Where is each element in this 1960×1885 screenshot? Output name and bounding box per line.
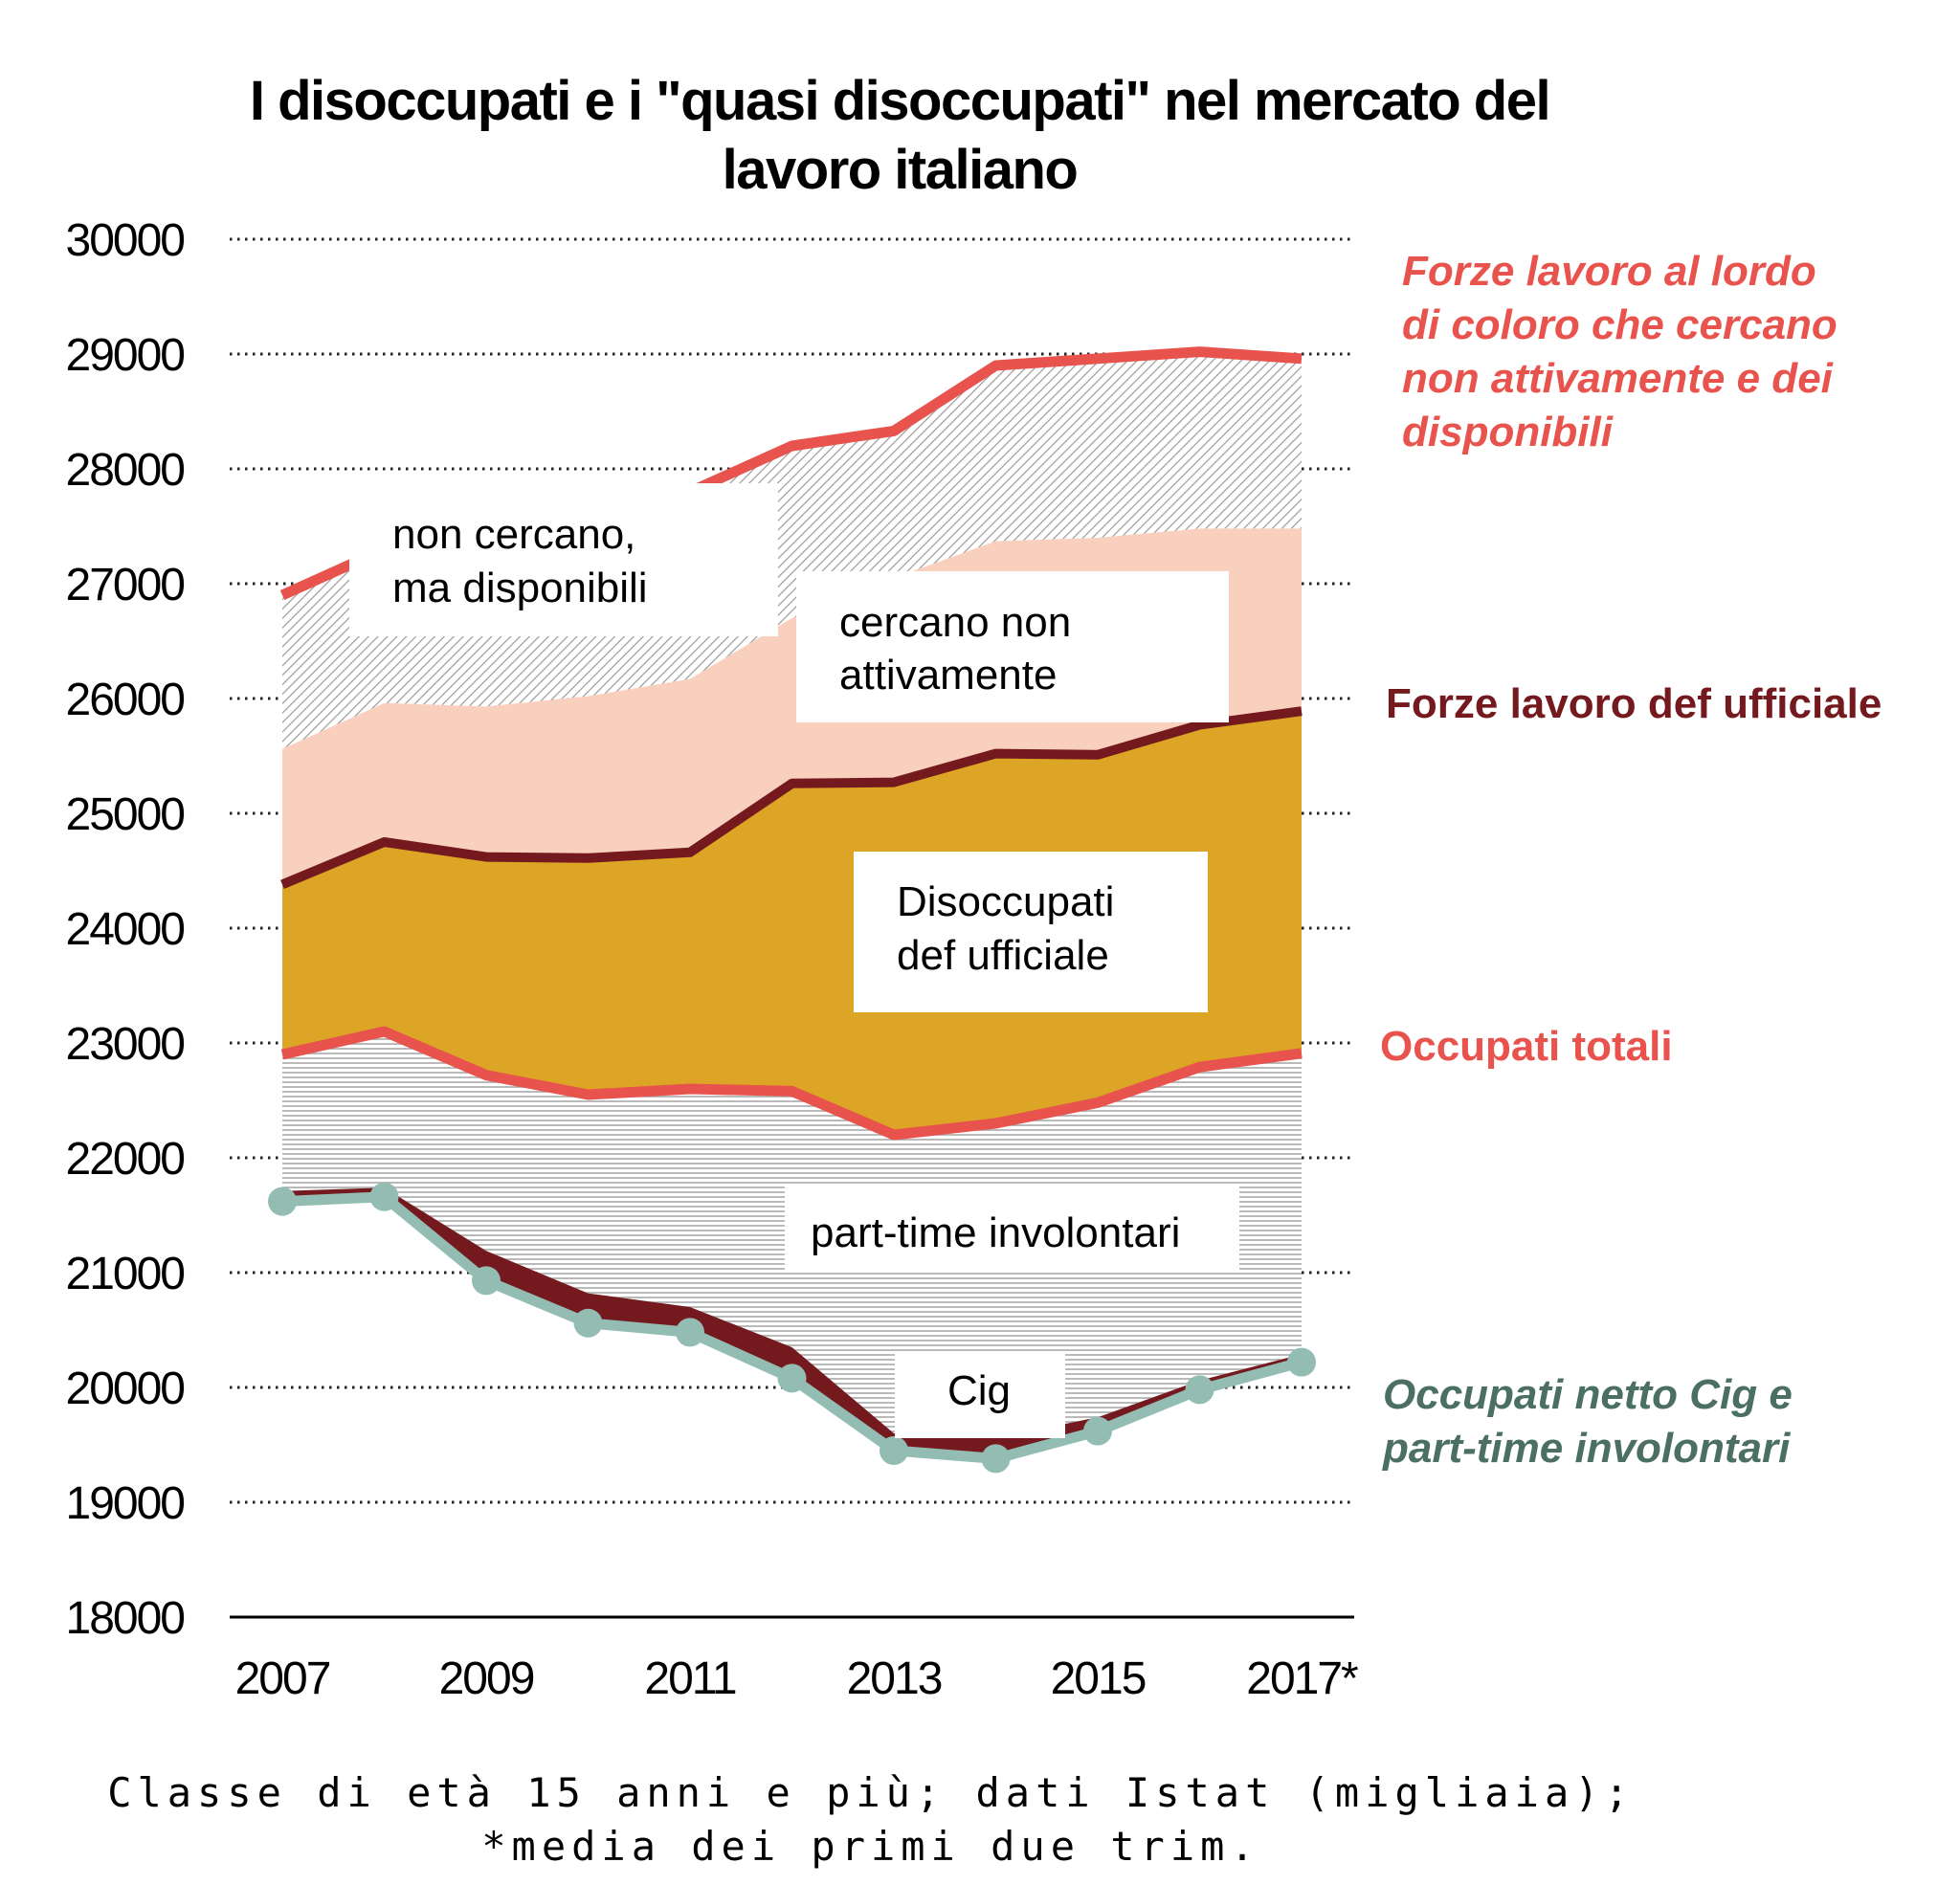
point-occupati-netto xyxy=(676,1318,704,1347)
series-labels: Forze lavoro al lordo di coloro che cerca… xyxy=(1380,248,1882,1472)
y-tick-label: 25000 xyxy=(66,789,185,840)
axes: 18000 19000 20000 21000 22000 23000 24000 25000… xyxy=(66,215,1361,1704)
series-markers xyxy=(268,1182,1316,1474)
x-tick-label: 2009 xyxy=(439,1653,534,1704)
area-labels: non cercano, ma disponibili cercano non att… xyxy=(349,483,1239,1438)
footnote-line: Classe di età 15 anni e più; dati Istat … xyxy=(107,1769,1635,1816)
chart-title-line: lavoro italiano xyxy=(723,139,1078,201)
area-label-text: Cig xyxy=(947,1367,1011,1414)
point-occupati-netto xyxy=(573,1308,603,1338)
x-tick-label: 2007 xyxy=(235,1653,330,1704)
series-label-text: di coloro che cercano xyxy=(1402,301,1838,348)
area-label-text: non cercano, xyxy=(392,511,635,558)
series-label-text: Occupati totali xyxy=(1380,1023,1673,1070)
point-occupati-netto xyxy=(1083,1416,1112,1446)
area-label-box xyxy=(349,483,778,636)
x-tick-label: 2015 xyxy=(1051,1653,1146,1704)
y-tick-label: 24000 xyxy=(66,904,185,955)
y-tick-label: 27000 xyxy=(66,560,185,610)
y-tick-label: 29000 xyxy=(66,330,185,381)
area-label-box xyxy=(785,1185,1239,1271)
area-non-cercano xyxy=(282,351,1302,749)
point-occupati-netto xyxy=(777,1364,807,1393)
series-label-text: Forze lavoro al lordo xyxy=(1402,248,1816,295)
series-label-text: Forze lavoro def ufficiale xyxy=(1386,680,1882,727)
stacked-areas xyxy=(282,351,1302,1459)
area-label-text: ma disponibili xyxy=(392,565,648,611)
footnote: Classe di età 15 anni e più; dati Istat … xyxy=(107,1769,1635,1870)
y-tick-label: 18000 xyxy=(66,1593,185,1644)
point-occupati-netto xyxy=(472,1266,501,1296)
chart-title: I disoccupati e i "quasi disoccupati" ne… xyxy=(250,70,1551,201)
area-disoccupati xyxy=(282,711,1302,1135)
point-occupati-netto xyxy=(369,1182,399,1211)
y-tick-label: 21000 xyxy=(66,1249,185,1299)
series-label-text: Occupati netto Cig e xyxy=(1383,1371,1793,1418)
y-tick-label: 20000 xyxy=(66,1364,185,1414)
y-tick-label: 28000 xyxy=(66,445,185,496)
point-occupati-netto xyxy=(1287,1347,1316,1377)
area-label-text: attivamente xyxy=(839,652,1057,699)
series-label-text: non attivamente e dei xyxy=(1402,355,1834,402)
x-tick-label: 2017* xyxy=(1246,1653,1358,1704)
area-label-box xyxy=(895,1352,1065,1438)
series-label-text: part-time involontari xyxy=(1382,1425,1791,1472)
footnote-line: *media dei primi due trim. xyxy=(481,1823,1259,1870)
x-tick-label: 2011 xyxy=(644,1653,736,1704)
point-occupati-netto xyxy=(981,1444,1011,1474)
point-occupati-netto xyxy=(268,1186,297,1216)
area-label-text: part-time involontari xyxy=(811,1209,1180,1256)
area-label-box xyxy=(796,571,1229,722)
x-tick-label: 2013 xyxy=(847,1653,942,1704)
chart-title-line: I disoccupati e i "quasi disoccupati" ne… xyxy=(250,70,1549,132)
y-tick-label: 23000 xyxy=(66,1019,185,1070)
point-occupati-netto xyxy=(1185,1375,1214,1405)
area-label-text: def ufficiale xyxy=(897,932,1109,979)
area-label-box xyxy=(854,852,1208,1012)
y-tick-label: 22000 xyxy=(66,1134,185,1185)
y-tick-label: 19000 xyxy=(66,1478,185,1529)
y-tick-label: 26000 xyxy=(66,675,185,725)
line-forze-ufficiale xyxy=(280,706,1303,890)
line-occupati-totali xyxy=(280,1026,1303,1141)
area-label-text: Disoccupati xyxy=(897,878,1114,925)
area-label-text: cercano non xyxy=(839,599,1071,646)
point-occupati-netto xyxy=(880,1436,908,1465)
y-tick-label: 30000 xyxy=(66,215,185,266)
series-label-text: disponibili xyxy=(1402,409,1614,455)
